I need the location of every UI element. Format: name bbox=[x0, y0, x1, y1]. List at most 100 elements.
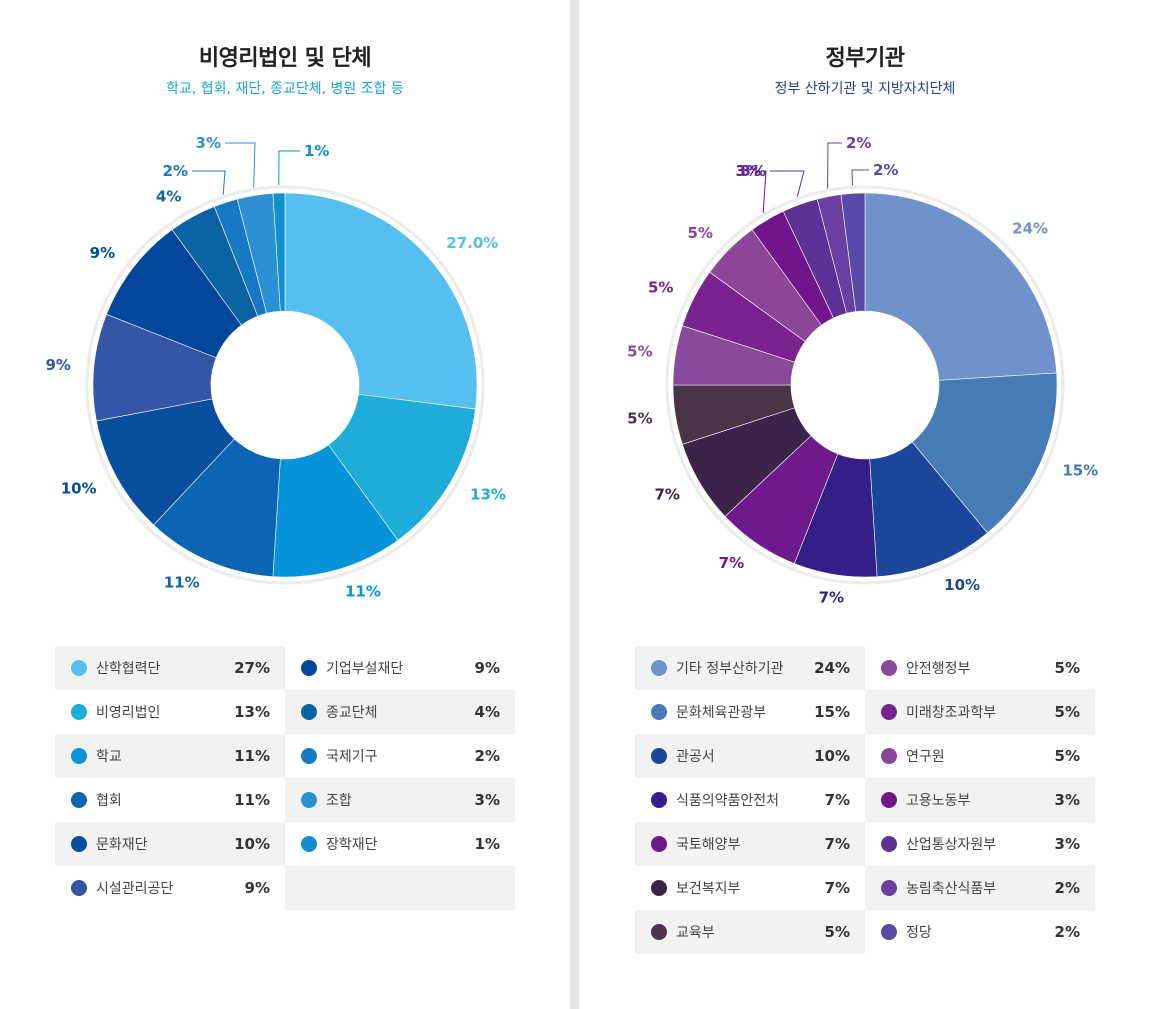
chart-subtitle: 정부 산하기관 및 지방자치단체 bbox=[774, 81, 956, 97]
legend-label: 문화체육관광부 bbox=[676, 705, 767, 721]
legend-label: 식품의약품안전처 bbox=[676, 793, 780, 809]
legend-swatch bbox=[651, 924, 667, 940]
slice-percent-label: 9% bbox=[90, 244, 115, 262]
legend-item: 장학재단 1% bbox=[285, 822, 515, 866]
slice-percent-label: 2% bbox=[846, 134, 871, 152]
legend-swatch bbox=[881, 924, 897, 940]
legend-value: 27% bbox=[234, 659, 270, 677]
legend-swatch bbox=[651, 704, 667, 720]
legend-item: 협회 11% bbox=[55, 778, 285, 822]
legend-label: 종교단체 bbox=[326, 705, 378, 721]
legend-value: 2% bbox=[474, 747, 500, 765]
donut-hole bbox=[792, 312, 938, 458]
slice-percent-label: 13% bbox=[470, 485, 506, 503]
legend-label: 국제기구 bbox=[326, 749, 378, 765]
legend-item: 연구원 5% bbox=[865, 734, 1095, 778]
slice-percent-label: 4% bbox=[156, 188, 181, 206]
pie-slice bbox=[864, 192, 1057, 381]
legend-label: 안전행정부 bbox=[906, 661, 971, 677]
legend-label: 비영리법인 bbox=[96, 705, 161, 721]
legend-item: 교육부 5% bbox=[635, 910, 865, 954]
legend-label: 관공서 bbox=[676, 749, 715, 765]
chart-title: 비영리법인 및 단체 bbox=[198, 46, 372, 71]
legend-value: 5% bbox=[1054, 659, 1080, 677]
legend-item: 산업통상자원부 3% bbox=[865, 822, 1095, 866]
slice-percent-label: 10% bbox=[61, 480, 97, 498]
legend-value: 5% bbox=[824, 923, 850, 941]
legend-item: 국토해양부 7% bbox=[635, 822, 865, 866]
slice-percent-label: 3% bbox=[736, 162, 761, 180]
pie-slice bbox=[328, 393, 476, 541]
legend-swatch bbox=[71, 880, 87, 896]
legend-item: 보건복지부 7% bbox=[635, 866, 865, 910]
legend-label: 농림축산식품부 bbox=[906, 881, 997, 897]
legend-item: 정당 2% bbox=[865, 910, 1095, 954]
legend-label: 장학재단 bbox=[326, 837, 378, 853]
legend-swatch bbox=[301, 836, 317, 852]
leader-line bbox=[851, 169, 869, 186]
legend-item: 기업부설재단 9% bbox=[285, 646, 515, 690]
legend-value: 13% bbox=[234, 703, 270, 721]
legend-item: 산학협력단 27% bbox=[55, 646, 285, 690]
legend-item: 안전행정부 5% bbox=[865, 646, 1095, 690]
leader-line bbox=[278, 150, 300, 186]
pie-slice bbox=[840, 192, 866, 312]
legend-value: 3% bbox=[1054, 835, 1080, 853]
legend-swatch bbox=[881, 836, 897, 852]
leader-line bbox=[225, 142, 256, 188]
legend-item: 미래창조과학부 5% bbox=[865, 690, 1095, 734]
legend-label: 시설관리공단 bbox=[96, 881, 174, 897]
legend-value: 10% bbox=[234, 835, 270, 853]
pie-slice bbox=[911, 372, 1058, 534]
legend-value: 15% bbox=[814, 703, 850, 721]
legend-label: 고용노동부 bbox=[906, 793, 971, 809]
legend-value: 10% bbox=[814, 747, 850, 765]
slice-percent-label: 2% bbox=[873, 161, 898, 179]
legend-value: 5% bbox=[1054, 747, 1080, 765]
legend-value: 11% bbox=[234, 791, 270, 809]
legend-swatch bbox=[71, 748, 87, 764]
legend-label: 교육부 bbox=[676, 925, 715, 941]
leader-line bbox=[762, 170, 767, 213]
legend-empty-cell bbox=[285, 866, 515, 910]
slice-percent-label: 3% bbox=[741, 162, 766, 180]
legend-value: 2% bbox=[1054, 923, 1080, 941]
legend-item: 식품의약품안전처 7% bbox=[635, 778, 865, 822]
legend-label: 국토해양부 bbox=[676, 837, 741, 853]
legend-value: 3% bbox=[1054, 791, 1080, 809]
legend-label: 기업부설재단 bbox=[326, 661, 404, 677]
slice-percent-label: 2% bbox=[163, 162, 188, 180]
legend-swatch bbox=[881, 660, 897, 676]
legend-item: 고용노동부 3% bbox=[865, 778, 1095, 822]
slice-percent-label: 9% bbox=[45, 356, 70, 374]
legend-label: 문화재단 bbox=[96, 837, 148, 853]
legend-item: 문화재단 10% bbox=[55, 822, 285, 866]
legend-swatch bbox=[881, 880, 897, 896]
slice-percent-label: 5% bbox=[627, 410, 652, 428]
legend-label: 미래창조과학부 bbox=[906, 705, 997, 721]
chart-subtitle: 학교, 협회, 재단, 종교단체, 병원 조합 등 bbox=[166, 81, 404, 97]
legend-item: 시설관리공단 9% bbox=[55, 866, 285, 910]
legend-swatch bbox=[71, 792, 87, 808]
leader-line bbox=[770, 170, 805, 197]
pie-slice bbox=[272, 192, 286, 312]
nonprofit-panel: 비영리법인 및 단체 학교, 협회, 재단, 종교단체, 병원 조합 등 27.… bbox=[0, 0, 570, 1009]
legend-value: 7% bbox=[824, 791, 850, 809]
slice-percent-label: 24% bbox=[1012, 219, 1048, 237]
slice-percent-label: 10% bbox=[944, 576, 980, 594]
slice-percent-label: 3% bbox=[196, 134, 221, 152]
legend-value: 9% bbox=[474, 659, 500, 677]
legend-item: 기타 정부산하기관 24% bbox=[635, 646, 865, 690]
legend-item: 문화체육관광부 15% bbox=[635, 690, 865, 734]
slice-percent-label: 15% bbox=[1062, 461, 1098, 479]
legend-item: 농림축산식품부 2% bbox=[865, 866, 1095, 910]
slice-percent-label: 5% bbox=[627, 342, 652, 360]
government-legend: 기타 정부산하기관 24% 문화체육관광부 15% 관공서 10% 식품의약품안전처 7% 국토… bbox=[635, 646, 1095, 954]
leader-line bbox=[192, 170, 226, 195]
chart-title: 정부기관 bbox=[825, 46, 905, 71]
legend-label: 산학협력단 bbox=[96, 661, 161, 677]
slice-percent-label: 7% bbox=[719, 554, 744, 572]
slice-percent-label: 5% bbox=[648, 278, 673, 296]
legend-swatch bbox=[71, 836, 87, 852]
legend-swatch bbox=[651, 880, 667, 896]
